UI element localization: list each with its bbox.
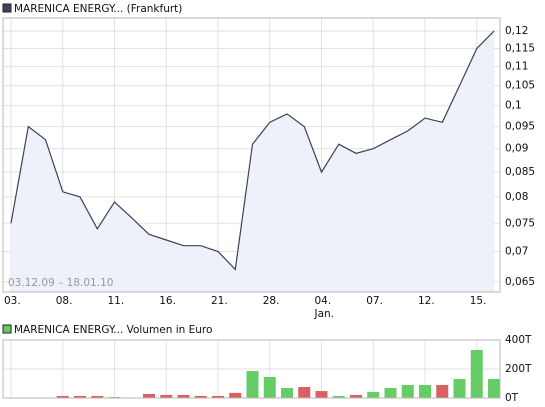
bar (177, 394, 190, 398)
line (10, 30, 495, 271)
y-tick-label: 400T (505, 334, 532, 346)
chart-title: MARENICA ENERGY... (Frankfurt) (14, 3, 182, 15)
bar (143, 393, 155, 398)
annotation: 03.12.09 – 18.01.10 (8, 277, 113, 289)
bar (229, 392, 242, 398)
y-tick-label: 0,115 (505, 42, 535, 54)
y-tick-label: 0,065 (505, 276, 535, 288)
x-tick-label: 12. (418, 295, 435, 307)
bar (74, 395, 86, 398)
bar (401, 384, 414, 398)
bar (246, 371, 259, 398)
bar (419, 384, 431, 398)
bar (470, 350, 483, 398)
y-tick-label: 0,07 (505, 246, 528, 258)
y-tick-label: 0,1 (505, 100, 522, 112)
bar (194, 395, 207, 398)
bar (453, 379, 466, 398)
x-tick-label: 04. (315, 295, 332, 307)
legend-swatch (2, 3, 12, 13)
bar (212, 395, 224, 398)
x-tick-label: 28. (263, 295, 280, 307)
x-tick-label: 11. (108, 295, 125, 307)
bar (56, 395, 69, 398)
y-tick-label: 0,12 (505, 25, 528, 37)
x-tick-label: 21. (211, 295, 228, 307)
bar (91, 395, 104, 398)
y-tick-label: 0,08 (505, 191, 528, 203)
y-tick-label: 0,095 (505, 121, 535, 133)
y-tick-label: 0,09 (505, 143, 528, 155)
y-tick-label: 0,075 (505, 217, 535, 229)
bar (298, 386, 311, 398)
x-tick-label: 03. (4, 295, 21, 307)
bar (488, 379, 500, 398)
x-tick-label: 16. (159, 295, 176, 307)
bar (332, 395, 345, 398)
bar (436, 384, 449, 398)
y-tick-label: 0,105 (505, 80, 535, 92)
area (11, 31, 494, 292)
bar (367, 392, 380, 398)
plot-frame (2, 339, 501, 399)
bar (160, 394, 173, 398)
plot-frame (2, 17, 501, 293)
bar (350, 394, 362, 398)
y-tick-label: 200T (505, 363, 532, 375)
y-tick-label: 0T (505, 392, 519, 404)
bar (315, 391, 328, 398)
bar (108, 396, 121, 398)
x-tick-label: 07. (366, 295, 383, 307)
y-tick-label: 0,11 (505, 61, 528, 73)
x-month-label: Jan. (314, 308, 335, 320)
bar (263, 376, 276, 398)
chart-title: MARENICA ENERGY... Volumen in Euro (14, 324, 212, 336)
bar (281, 387, 293, 398)
x-tick-label: 08. (56, 295, 73, 307)
bar (384, 387, 397, 398)
legend-swatch (2, 324, 12, 334)
x-tick-label: 15. (470, 295, 487, 307)
y-tick-label: 0,085 (505, 166, 535, 178)
